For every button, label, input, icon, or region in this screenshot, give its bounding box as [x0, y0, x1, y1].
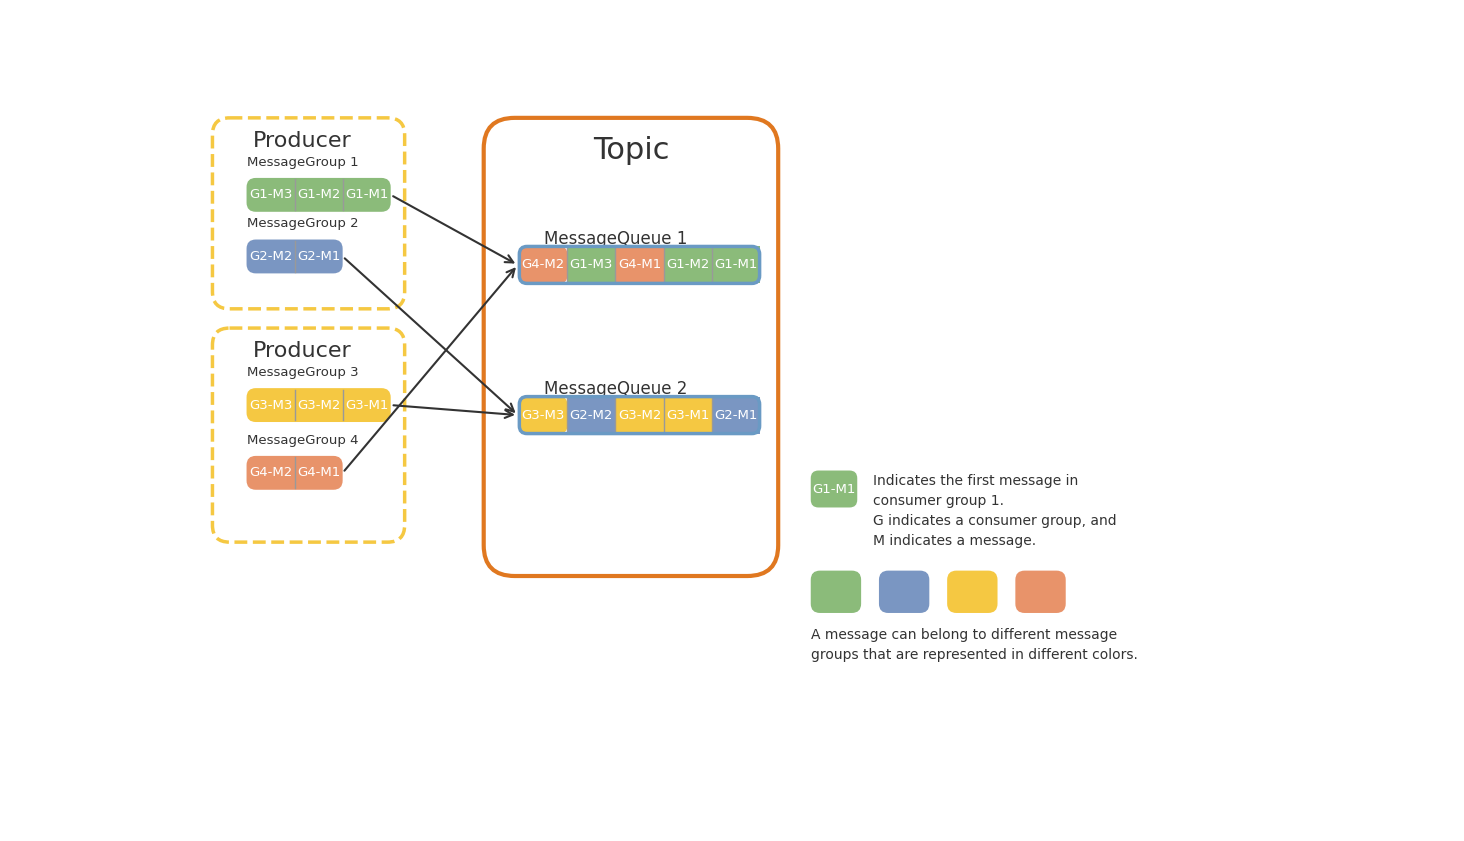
Text: G3-M2: G3-M2 — [297, 399, 340, 411]
FancyBboxPatch shape — [520, 246, 568, 283]
Text: G2-M2: G2-M2 — [249, 250, 293, 263]
Text: G2-M1: G2-M1 — [714, 409, 757, 421]
FancyBboxPatch shape — [246, 389, 391, 422]
Text: G3-M1: G3-M1 — [346, 399, 388, 411]
Text: MessageGroup 1: MessageGroup 1 — [246, 156, 359, 168]
Text: G3-M3: G3-M3 — [249, 399, 293, 411]
FancyBboxPatch shape — [1016, 571, 1066, 613]
Bar — [568, 246, 615, 283]
Text: MessageGroup 2: MessageGroup 2 — [246, 217, 359, 230]
Text: G4-M1: G4-M1 — [297, 466, 340, 479]
Text: G1-M2: G1-M2 — [666, 258, 709, 272]
Text: A message can belong to different message
groups that are represented in differe: A message can belong to different messag… — [811, 628, 1138, 662]
Text: Topic: Topic — [593, 135, 669, 165]
Text: G1-M3: G1-M3 — [249, 188, 293, 201]
Text: G4-M2: G4-M2 — [521, 258, 565, 272]
FancyBboxPatch shape — [878, 571, 930, 613]
Text: G1-M1: G1-M1 — [346, 188, 388, 201]
FancyBboxPatch shape — [947, 571, 997, 613]
FancyBboxPatch shape — [246, 456, 343, 489]
Text: G1-M2: G1-M2 — [297, 188, 340, 201]
Text: G1-M3: G1-M3 — [569, 258, 613, 272]
Text: G2-M1: G2-M1 — [297, 250, 340, 263]
Text: MessageQueue 1: MessageQueue 1 — [543, 230, 687, 247]
Text: G3-M3: G3-M3 — [521, 409, 565, 421]
Text: G2-M2: G2-M2 — [569, 409, 613, 421]
FancyBboxPatch shape — [811, 470, 858, 507]
Bar — [712, 246, 760, 283]
Text: G1-M1: G1-M1 — [813, 483, 855, 495]
Text: MessageQueue 2: MessageQueue 2 — [543, 379, 687, 398]
Bar — [712, 397, 760, 434]
Text: G4-M2: G4-M2 — [249, 466, 293, 479]
FancyBboxPatch shape — [811, 571, 861, 613]
Text: G3-M2: G3-M2 — [618, 409, 662, 421]
Text: Producer: Producer — [253, 341, 351, 362]
Bar — [663, 246, 712, 283]
Text: MessageGroup 4: MessageGroup 4 — [246, 434, 359, 447]
Bar — [615, 397, 663, 434]
Bar — [615, 246, 663, 283]
FancyBboxPatch shape — [246, 240, 343, 273]
Text: Indicates the first message in
consumer group 1.
G indicates a consumer group, a: Indicates the first message in consumer … — [873, 473, 1117, 547]
Text: Producer: Producer — [253, 131, 351, 151]
Text: G4-M1: G4-M1 — [618, 258, 662, 272]
FancyBboxPatch shape — [520, 397, 568, 434]
Bar — [568, 397, 615, 434]
FancyBboxPatch shape — [246, 178, 391, 212]
Text: G3-M1: G3-M1 — [666, 409, 709, 421]
Bar — [663, 397, 712, 434]
Text: G1-M1: G1-M1 — [714, 258, 757, 272]
Text: MessageGroup 3: MessageGroup 3 — [246, 366, 359, 378]
